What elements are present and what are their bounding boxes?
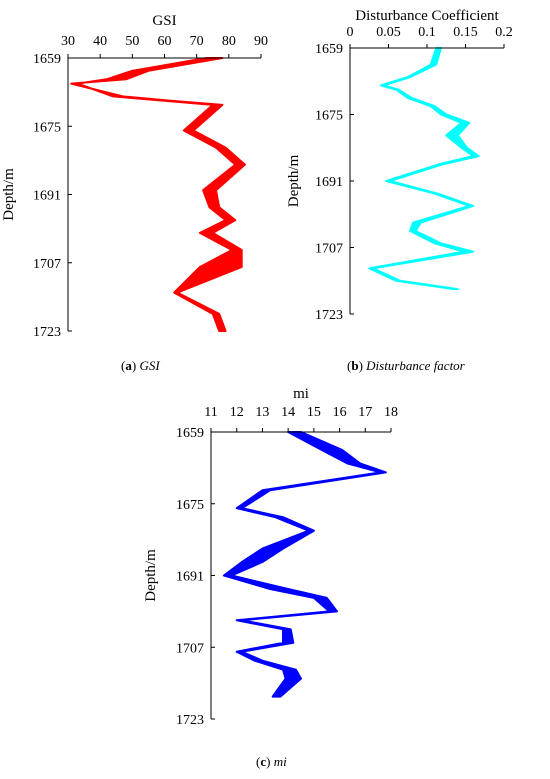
series-band-c [222,431,387,698]
y-axis-label-a: Depth/m [1,168,17,221]
y-tick-label-a: 1691 [33,189,61,204]
x-tick-label-a: 30 [61,34,75,49]
x-tick-label-b: 0.1 [418,25,436,40]
y-tick-label-c: 1707 [176,641,204,656]
y-tick-label-b: 1675 [315,109,343,124]
y-tick-label-a: 1659 [33,52,61,67]
caption-a: (a) GSI [121,358,160,373]
x-tick-label-c: 16 [333,405,347,420]
y-tick-label-b: 1659 [315,42,343,57]
x-tick-label-c: 14 [281,405,295,420]
x-tick-label-b: 0.05 [376,25,401,40]
x-tick-label-c: 13 [255,405,269,420]
x-tick-label-b: 0.2 [495,25,513,40]
x-tick-label-c: 12 [230,405,244,420]
y-tick-label-b: 1723 [315,308,343,323]
chart-title-b: Disturbance Coefficient [355,8,499,24]
chart-a: 30 40 50 60 70 80 90 1659 1675 1691 1707 1723 GSI Dep… [1,13,268,340]
caption-b-text: Disturbance factor [366,358,465,373]
x-tick-label-c: 17 [358,405,372,420]
chart-c: 11 12 13 14 15 16 17 18 1659 1675 1691 1707 1723 mi De… [143,386,398,728]
caption-c: (c) mi [256,754,287,769]
x-tick-label-b: 0.15 [453,25,478,40]
x-tick-label-a: 70 [190,34,204,49]
y-tick-label-a: 1707 [33,257,61,272]
caption-a-text: GSI [139,358,160,373]
x-tick-label-c: 11 [204,405,217,420]
caption-c-letter: c [260,754,267,769]
x-tick-label-c: 15 [307,405,321,420]
y-tick-label-c: 1675 [176,498,204,513]
x-tick-label-a: 90 [254,34,268,49]
chart-title-c: mi [293,386,309,402]
y-tick-label-c: 1691 [176,570,204,585]
y-tick-label-a: 1723 [33,325,61,340]
x-tick-label-b: 0 [347,25,354,40]
y-axis-label-c: Depth/m [143,549,159,602]
y-tick-label-c: 1659 [176,426,204,441]
y-tick-label-a: 1675 [33,120,61,135]
x-tick-label-a: 50 [125,34,139,49]
y-tick-label-b: 1691 [315,175,343,190]
chart-title-a: GSI [152,13,176,29]
y-axis-label-b: Depth/m [286,154,302,207]
caption-b: (b) Disturbance factor [347,358,465,373]
series-band-b [368,47,480,291]
caption-c-text: mi [273,754,287,769]
x-tick-label-a: 40 [93,34,107,49]
x-tick-label-c: 18 [384,405,398,420]
x-tick-label-a: 80 [222,34,236,49]
series-band-a [70,57,246,332]
caption-a-letter: a [125,358,132,373]
y-tick-label-b: 1707 [315,242,343,257]
y-tick-label-c: 1723 [176,713,204,728]
caption-b-letter: b [351,358,359,373]
chart-b: 0 0.05 0.1 0.15 0.2 1659 1675 1691 1707 1723 Distu… [286,8,513,323]
x-tick-label-a: 60 [158,34,172,49]
